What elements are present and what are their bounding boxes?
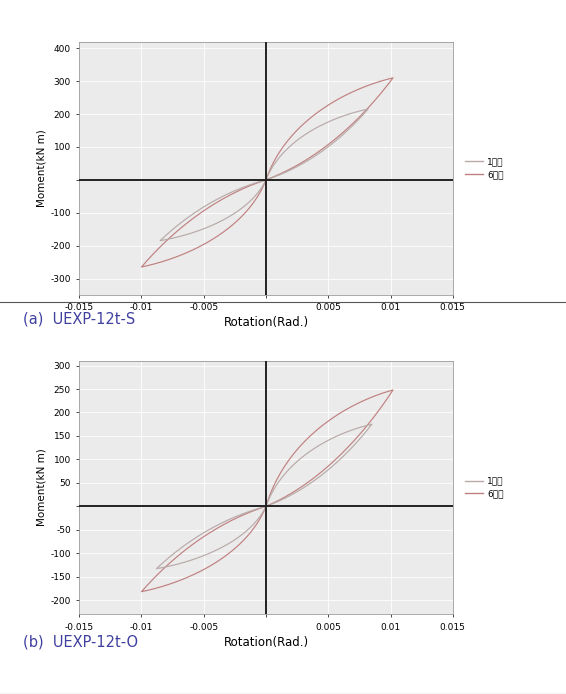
Text: (a)  UEXP-12t-S: (a) UEXP-12t-S (23, 312, 135, 326)
X-axis label: Rotation(Rad.): Rotation(Rad.) (224, 636, 308, 649)
Y-axis label: Moment(kN m): Moment(kN m) (36, 448, 46, 527)
X-axis label: Rotation(Rad.): Rotation(Rad.) (224, 316, 308, 330)
Legend: 1주기, 6주기: 1주기, 6주기 (465, 477, 504, 498)
Legend: 1주기, 6주기: 1주기, 6주기 (465, 158, 504, 179)
Y-axis label: Moment(kN m): Moment(kN m) (36, 129, 46, 208)
Text: (b)  UEXP-12t-O: (b) UEXP-12t-O (23, 635, 138, 650)
